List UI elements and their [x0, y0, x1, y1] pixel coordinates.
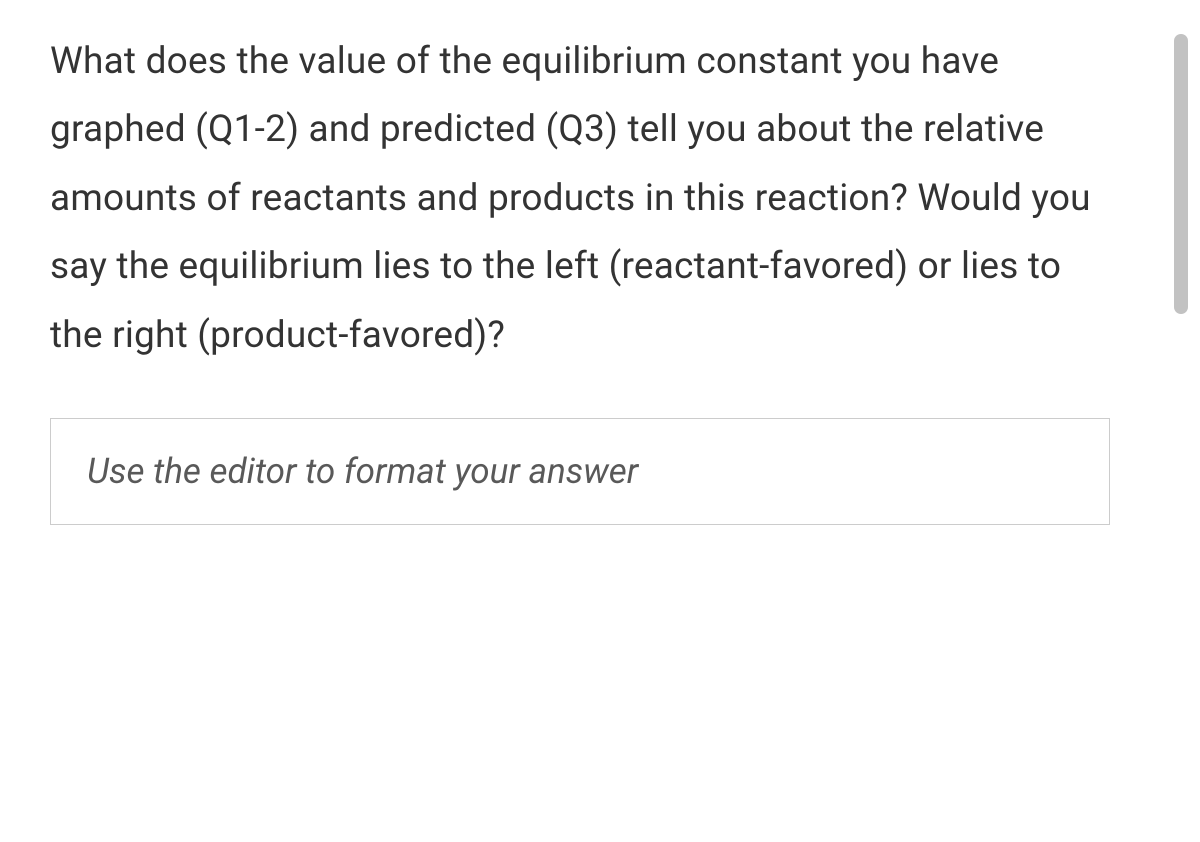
question-container: What does the value of the equilibrium c…	[0, 0, 1160, 565]
answer-editor[interactable]: Use the editor to format your answer	[50, 418, 1110, 525]
editor-placeholder: Use the editor to format your answer	[87, 451, 638, 492]
question-prompt: What does the value of the equilibrium c…	[50, 28, 1110, 370]
scrollbar-thumb[interactable]	[1174, 34, 1188, 314]
scrollbar-track[interactable]	[1174, 34, 1188, 314]
